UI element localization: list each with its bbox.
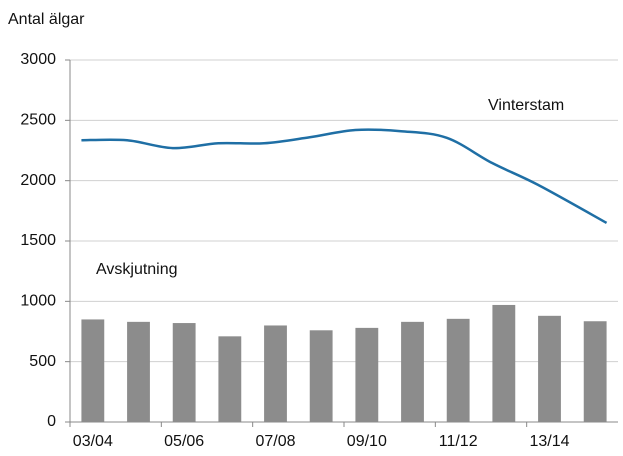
- x-tick-label: 07/08: [255, 433, 295, 450]
- series-label: Vinterstam: [488, 97, 564, 114]
- y-tick-label: 3000: [20, 51, 56, 68]
- bar: [583, 321, 607, 422]
- x-tick-label: 11/12: [439, 433, 478, 450]
- bar: [446, 318, 470, 422]
- bar: [172, 323, 196, 422]
- bar: [401, 321, 424, 422]
- y-tick-label: 0: [47, 413, 56, 430]
- x-tick-label: 09/10: [347, 433, 387, 450]
- y-axis-label: Antal älgar: [8, 11, 85, 28]
- y-tick-label: 2000: [20, 172, 56, 189]
- bar: [218, 336, 242, 422]
- bar: [309, 330, 333, 422]
- x-tick-label: 03/04: [73, 433, 113, 450]
- y-tick-label: 1500: [20, 232, 56, 249]
- bar: [264, 325, 287, 422]
- x-tick-label: 13/14: [529, 433, 569, 450]
- bar: [355, 327, 379, 422]
- bar: [492, 304, 516, 422]
- line: [81, 128, 608, 224]
- series-label: Avskjutning: [96, 261, 178, 278]
- bar: [127, 321, 150, 422]
- y-tick-label: 1000: [20, 293, 56, 310]
- x-tick-label: 05/06: [164, 433, 204, 450]
- y-tick-label: 500: [29, 353, 56, 370]
- bar: [81, 319, 105, 422]
- bar: [538, 315, 561, 422]
- y-tick-label: 2500: [20, 112, 56, 129]
